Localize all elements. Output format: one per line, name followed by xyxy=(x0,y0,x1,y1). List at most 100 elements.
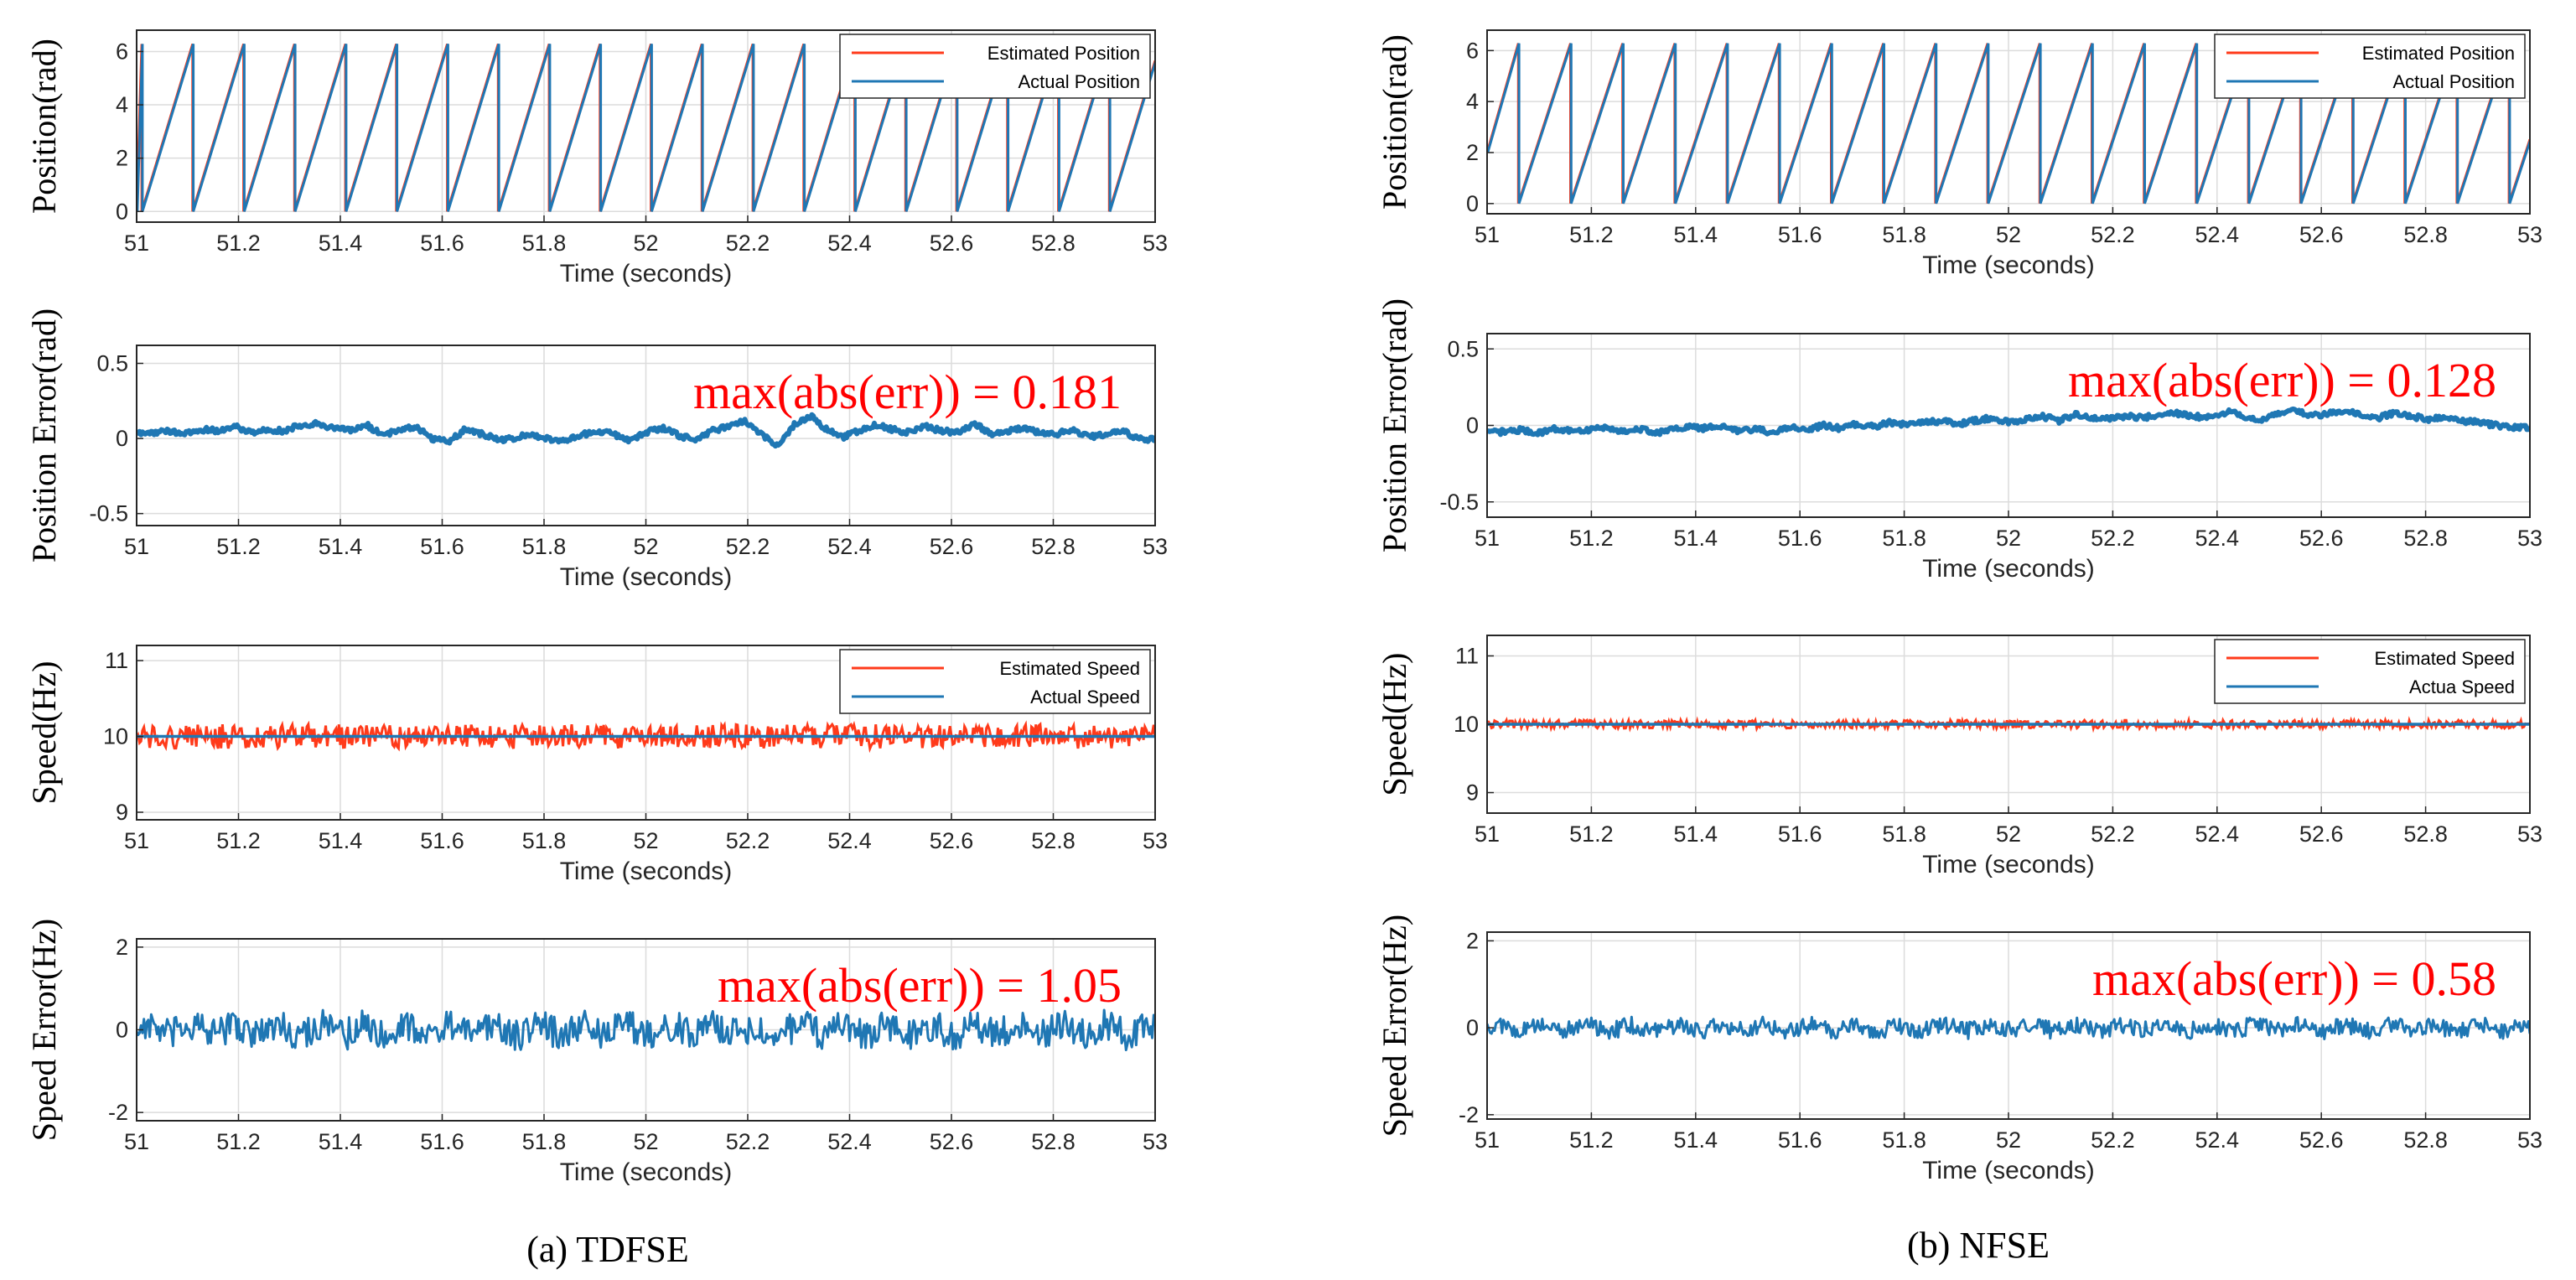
actual-position-line xyxy=(1487,43,2530,205)
x-tick-label: 51.6 xyxy=(1778,1127,1822,1153)
x-tick-label: 51.4 xyxy=(319,828,363,853)
chart-b-spderr: 51 51.2 51.4 51.6 51.8 52 52.2 52.4 52.6 52.8 53 -2… xyxy=(1376,915,2542,1184)
legend-box xyxy=(839,649,1151,714)
y-tick-label: 0.5 xyxy=(96,351,128,376)
x-tick-label: 52.8 xyxy=(2403,526,2448,551)
y-tick-label: 2 xyxy=(1466,140,1479,165)
x-tick-label: 51.2 xyxy=(216,828,261,853)
estimated-speed-line xyxy=(137,720,1155,754)
legend-label: Actual Position xyxy=(2392,71,2515,92)
chart-b-poserr: 51 51.2 51.4 51.6 51.8 52 52.2 52.4 52.6 52.8 53 -0… xyxy=(1376,298,2542,583)
y-tick-label: 11 xyxy=(105,648,128,673)
y-tick-label: -0.5 xyxy=(1439,490,1479,515)
x-tick-label: 53 xyxy=(2517,526,2542,551)
x-tick-label: 51 xyxy=(124,231,149,256)
y-tick-label: 2 xyxy=(1466,928,1479,953)
x-tick-label: 51.8 xyxy=(1882,1127,1926,1153)
x-tick-label: 52.6 xyxy=(2299,821,2344,847)
x-tick-label: 53 xyxy=(2517,1127,2542,1153)
legend-label: Estimated Speed xyxy=(2374,648,2515,669)
x-tick-label: 52 xyxy=(1996,1127,2021,1153)
x-tick-label: 52 xyxy=(1996,821,2021,847)
plot-area xyxy=(1487,406,2530,438)
legend-label: Estimated Speed xyxy=(999,658,1140,679)
x-tick-label: 51.6 xyxy=(420,231,464,256)
x-tick-label: 51.6 xyxy=(1778,222,1822,247)
legend-box xyxy=(2214,639,2526,704)
x-tick-label: 52.6 xyxy=(930,828,974,853)
error-series-line xyxy=(137,412,1155,449)
x-tick-label: 52 xyxy=(1996,526,2021,551)
x-tick-label: 51.2 xyxy=(216,231,261,256)
x-tick-label: 53 xyxy=(2517,222,2542,247)
plot-area xyxy=(137,1008,1155,1052)
plot-area xyxy=(1487,1015,2530,1040)
x-tick-label: 51 xyxy=(124,1129,149,1154)
x-tick-label: 52.4 xyxy=(827,231,872,256)
x-tick-label: 53 xyxy=(2517,821,2542,847)
x-tick-label: 51 xyxy=(1475,1127,1500,1153)
x-tick-label: 51.8 xyxy=(522,1129,567,1154)
x-tick-label: 51 xyxy=(1475,222,1500,247)
chart-b-speed: 51 51.2 51.4 51.6 51.8 52 52.2 52.4 52.6 52.8 53 9 1… xyxy=(1376,635,2542,878)
max-error-annotation: max(abs(err)) = 0.181 xyxy=(693,365,1122,419)
y-tick-label: 6 xyxy=(116,39,128,64)
x-tick-label: 52.6 xyxy=(2299,222,2344,247)
x-tick-label: 52.2 xyxy=(2091,222,2135,247)
y-tick-label: 4 xyxy=(116,92,128,117)
x-tick-label: 52.2 xyxy=(2091,821,2135,847)
x-tick-label: 53 xyxy=(1143,828,1168,853)
x-tick-label: 52.8 xyxy=(1031,1129,1075,1154)
plot-area xyxy=(1487,43,2530,205)
x-tick-label: 52.6 xyxy=(2299,1127,2344,1153)
error-series-line xyxy=(1487,406,2530,438)
y-axis-label: Speed(Hz) xyxy=(25,661,63,804)
chart-a-spderr: 51 51.2 51.4 51.6 51.8 52 52.2 52.4 52.6 52.8 53 -2… xyxy=(25,919,1168,1186)
x-tick-label: 51.8 xyxy=(522,534,567,559)
y-tick-label: 9 xyxy=(116,800,128,825)
y-axis-label: Position(rad) xyxy=(1376,34,1413,210)
x-tick-label: 51.8 xyxy=(522,231,567,256)
x-tick-label: 51.4 xyxy=(1674,526,1718,551)
actual-position-line xyxy=(137,43,1155,212)
x-tick-label: 51.8 xyxy=(1882,526,1926,551)
legend-label: Actual Speed xyxy=(1030,687,1140,707)
x-tick-label: 51.2 xyxy=(1569,222,1614,247)
x-tick-label: 53 xyxy=(1143,231,1168,256)
x-axis-label: Time (seconds) xyxy=(1922,251,2095,279)
x-axis-label: Time (seconds) xyxy=(560,858,733,885)
y-tick-label: 2 xyxy=(116,935,128,960)
y-axis-label: Position Error(rad) xyxy=(25,308,63,562)
y-tick-label: 0.5 xyxy=(1447,336,1479,361)
chart-a-poserr: 51 51.2 51.4 51.6 51.8 52 52.2 52.4 52.6 52.8 53 -0… xyxy=(25,308,1168,591)
max-error-annotation: max(abs(err)) = 0.58 xyxy=(2092,951,2496,1006)
x-tick-label: 52.6 xyxy=(930,231,974,256)
x-axis-label: Time (seconds) xyxy=(1922,851,2095,878)
x-tick-label: 51 xyxy=(124,534,149,559)
x-tick-label: 51.2 xyxy=(1569,821,1614,847)
x-tick-label: 52.2 xyxy=(726,231,770,256)
y-tick-label: 10 xyxy=(1454,712,1479,737)
y-axis-label: Position Error(rad) xyxy=(1376,298,1413,552)
y-tick-label: 9 xyxy=(1466,780,1479,806)
x-tick-label: 52.2 xyxy=(726,1129,770,1154)
legend: Estimated Speed Actual Speed xyxy=(839,649,1151,714)
plot-area xyxy=(137,412,1155,449)
y-tick-label: 0 xyxy=(1466,191,1479,216)
plot-area xyxy=(1487,715,2530,733)
x-tick-label: 52.2 xyxy=(726,828,770,853)
x-axis-label: Time (seconds) xyxy=(560,1158,733,1186)
y-axis-label: Speed Error(Hz) xyxy=(1376,915,1413,1137)
y-tick-label: 2 xyxy=(116,146,128,171)
x-axis-label: Time (seconds) xyxy=(1922,1157,2095,1184)
x-tick-label: 52.2 xyxy=(726,534,770,559)
x-tick-label: 51.6 xyxy=(420,1129,464,1154)
x-tick-label: 51.2 xyxy=(1569,1127,1614,1153)
error-series-line xyxy=(1487,1015,2530,1040)
x-tick-label: 52.4 xyxy=(2195,222,2240,247)
x-tick-label: 51.2 xyxy=(1569,526,1614,551)
error-series-line xyxy=(137,1008,1155,1052)
x-tick-label: 52.2 xyxy=(2091,1127,2135,1153)
x-tick-label: 51.4 xyxy=(1674,821,1718,847)
x-tick-label: 51 xyxy=(1475,821,1500,847)
